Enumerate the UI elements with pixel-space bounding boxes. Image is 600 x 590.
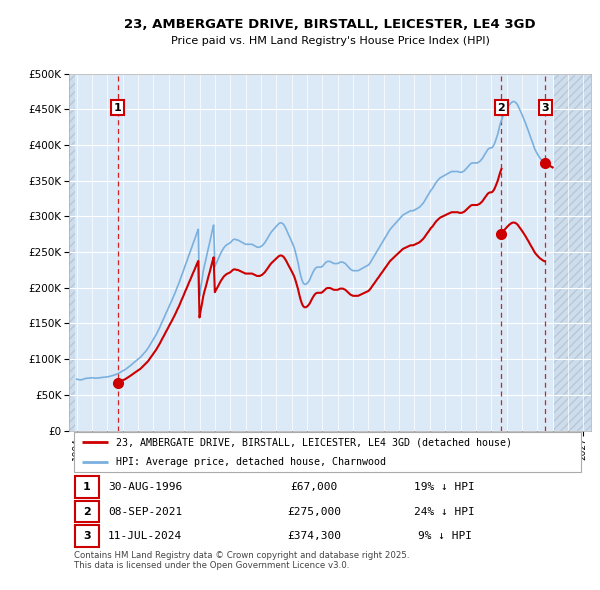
Text: HPI: Average price, detached house, Charnwood: HPI: Average price, detached house, Char… [116, 457, 386, 467]
Text: £374,300: £374,300 [287, 531, 341, 541]
Text: 30-AUG-1996: 30-AUG-1996 [108, 482, 182, 492]
Text: Contains HM Land Registry data © Crown copyright and database right 2025.
This d: Contains HM Land Registry data © Crown c… [74, 551, 410, 571]
Text: 2: 2 [83, 507, 91, 516]
Text: £275,000: £275,000 [287, 507, 341, 516]
Text: 9% ↓ HPI: 9% ↓ HPI [418, 531, 472, 541]
Text: 1: 1 [83, 482, 91, 492]
Text: 08-SEP-2021: 08-SEP-2021 [108, 507, 182, 516]
Text: 19% ↓ HPI: 19% ↓ HPI [415, 482, 475, 492]
Text: 3: 3 [542, 103, 549, 113]
Bar [554, 74, 591, 431]
Text: 23, AMBERGATE DRIVE, BIRSTALL, LEICESTER, LE4 3GD: 23, AMBERGATE DRIVE, BIRSTALL, LEICESTER… [124, 18, 536, 31]
Text: Price paid vs. HM Land Registry's House Price Index (HPI): Price paid vs. HM Land Registry's House … [170, 37, 490, 46]
Text: £67,000: £67,000 [291, 482, 338, 492]
Text: 2: 2 [497, 103, 505, 113]
Text: 24% ↓ HPI: 24% ↓ HPI [415, 507, 475, 516]
FancyBboxPatch shape [75, 476, 99, 498]
Text: 11-JUL-2024: 11-JUL-2024 [108, 531, 182, 541]
FancyBboxPatch shape [75, 525, 99, 547]
Text: 1: 1 [114, 103, 122, 113]
Text: 23, AMBERGATE DRIVE, BIRSTALL, LEICESTER, LE4 3GD (detached house): 23, AMBERGATE DRIVE, BIRSTALL, LEICESTER… [116, 437, 512, 447]
FancyBboxPatch shape [74, 432, 581, 471]
Bar [69, 74, 76, 431]
Text: 3: 3 [83, 531, 91, 541]
FancyBboxPatch shape [75, 501, 99, 522]
